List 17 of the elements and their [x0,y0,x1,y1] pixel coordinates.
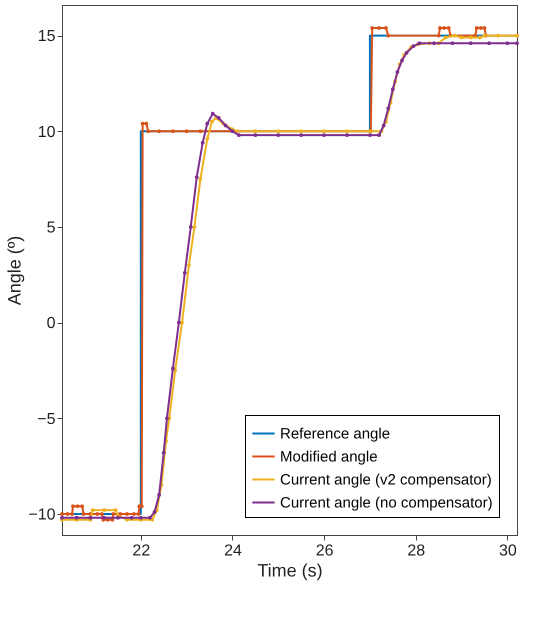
x-tick-label: 24 [224,542,242,560]
y-tick-label: 5 [46,219,56,236]
y-tick-label: −5 [37,410,56,428]
x-tick-label: 26 [316,542,334,560]
x-axis-title: Time (s) [257,560,323,580]
y-tick-label: 0 [46,315,56,332]
legend-label: Current angle (no compensator) [280,494,493,512]
y-tick-label: 10 [38,124,56,141]
legend-label: Reference angle [280,426,390,442]
legend-label: Modified angle [280,448,378,466]
y-tick-label: −10 [28,506,56,524]
x-tick-label: 28 [407,542,426,560]
x-tick-label: 22 [132,542,150,560]
legend-label: Current angle (v2 compensator) [280,472,492,488]
x-tick-label: 30 [498,542,517,560]
y-axis-title: Angle (º) [4,236,24,306]
y-tick-label: 15 [38,28,56,46]
